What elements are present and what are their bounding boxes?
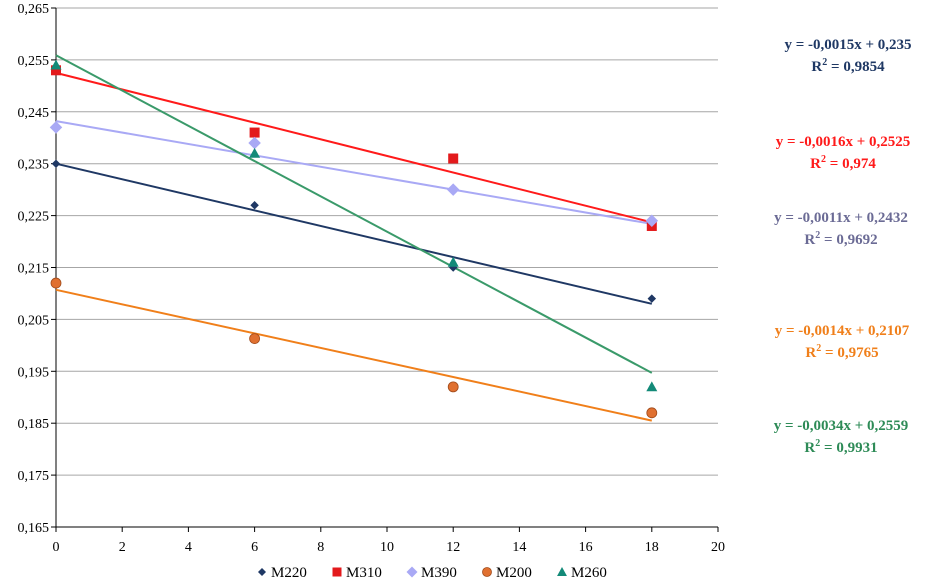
x-tick-label: 12 xyxy=(446,540,460,555)
trendline-m310 xyxy=(55,71,653,224)
legend-label-m310: M310 xyxy=(346,565,382,581)
x-tick-label: 20 xyxy=(711,540,725,555)
x-tick-label: 4 xyxy=(185,540,192,555)
point-m390 xyxy=(248,136,261,150)
legend-label-m220: M220 xyxy=(271,565,307,581)
equation-m390: y = -0,0011x + 0,2432 R2 = 0,9692 xyxy=(711,207,928,251)
x-tick-label: 6 xyxy=(251,540,258,555)
data-points xyxy=(49,59,659,419)
legend-label-m260: M260 xyxy=(571,565,607,581)
legend-marker-m220 xyxy=(258,568,266,576)
trendline-m200 xyxy=(55,288,653,422)
legend-marker-m260 xyxy=(557,567,567,576)
y-tick-label: 0,165 xyxy=(18,521,50,536)
x-tick-label: 2 xyxy=(119,540,126,555)
point-m200 xyxy=(447,381,459,393)
point-m260 xyxy=(50,59,62,70)
x-tick-label: 8 xyxy=(317,540,324,555)
r2-m220: R2 = 0,9854 xyxy=(811,57,885,76)
trendline-m220 xyxy=(55,162,653,305)
trendline-m390 xyxy=(55,120,652,225)
y-tick-label: 0,235 xyxy=(18,158,50,173)
x-tick-label: 16 xyxy=(579,540,593,555)
legend-marker-m310 xyxy=(332,567,342,577)
point-m310 xyxy=(448,153,459,164)
r2-m310: R2 = 0,974 xyxy=(810,154,876,173)
equation-m200-text: y = -0,0014x + 0,2107 xyxy=(774,323,910,339)
r2-m200: R2 = 0,9765 xyxy=(805,343,879,362)
point-m220 xyxy=(250,200,259,210)
equation-m200: y = -0,0014x + 0,2107 R2 = 0,9765 xyxy=(712,320,928,364)
trendline-m260 xyxy=(55,54,653,374)
equation-m260-text: y = -0,0034x + 0,2559 xyxy=(773,418,909,434)
point-m310 xyxy=(249,127,260,138)
point-m200 xyxy=(646,407,658,419)
y-tick-label: 0,225 xyxy=(18,210,50,225)
legend-label-m200: M200 xyxy=(496,565,532,581)
tick-labels: 0,165 0,175 0,185 0,195 0,205 0,215 0,225 0,235… xyxy=(18,2,726,555)
point-m260 xyxy=(646,381,658,392)
point-m200 xyxy=(50,277,62,289)
equation-m310-text: y = -0,0016x + 0,2525 xyxy=(775,134,911,150)
point-m200 xyxy=(249,333,261,345)
y-tick-label: 0,265 xyxy=(18,2,50,17)
axes xyxy=(51,7,719,532)
y-tick-label: 0,245 xyxy=(18,106,50,121)
legend-label-m390: M390 xyxy=(421,565,457,581)
point-m390 xyxy=(645,214,659,228)
y-tick-label: 0,195 xyxy=(18,365,50,380)
legend: M220 M310 M390 M200 M260 xyxy=(258,565,607,581)
point-m390 xyxy=(49,121,63,134)
gridlines xyxy=(56,7,718,476)
point-m310 xyxy=(51,65,61,76)
point-m220 xyxy=(51,159,61,168)
equation-m310: y = -0,0016x + 0,2525 R2 = 0,974 xyxy=(713,131,928,175)
r2-m390: R2 = 0,9692 xyxy=(804,230,878,249)
x-tick-label: 14 xyxy=(512,540,526,555)
x-tick-label: 18 xyxy=(645,540,659,555)
legend-marker-m390 xyxy=(406,566,418,578)
x-tick-label: 0 xyxy=(53,540,60,555)
x-tick-label: 10 xyxy=(380,540,394,555)
y-tick-label: 0,175 xyxy=(18,469,50,484)
y-tick-label: 0,255 xyxy=(18,54,50,69)
equation-m220-text: y = -0,0015x + 0,235 xyxy=(784,37,912,53)
point-m390 xyxy=(446,183,460,196)
legend-marker-m200 xyxy=(482,567,492,577)
point-m260 xyxy=(249,147,261,158)
trendlines xyxy=(55,54,653,422)
r2-m260: R2 = 0,9931 xyxy=(804,438,878,457)
equation-m220: y = -0,0015x + 0,235 R2 = 0,9854 xyxy=(718,34,928,78)
point-m220 xyxy=(647,294,657,303)
y-tick-label: 0,185 xyxy=(18,417,50,432)
y-tick-label: 0,205 xyxy=(18,313,50,328)
equation-m390-text: y = -0,0011x + 0,2432 xyxy=(774,210,908,226)
y-tick-label: 0,215 xyxy=(18,262,50,277)
equation-m260: y = -0,0034x + 0,2559 R2 = 0,9931 xyxy=(711,415,928,459)
point-m260 xyxy=(447,256,459,267)
